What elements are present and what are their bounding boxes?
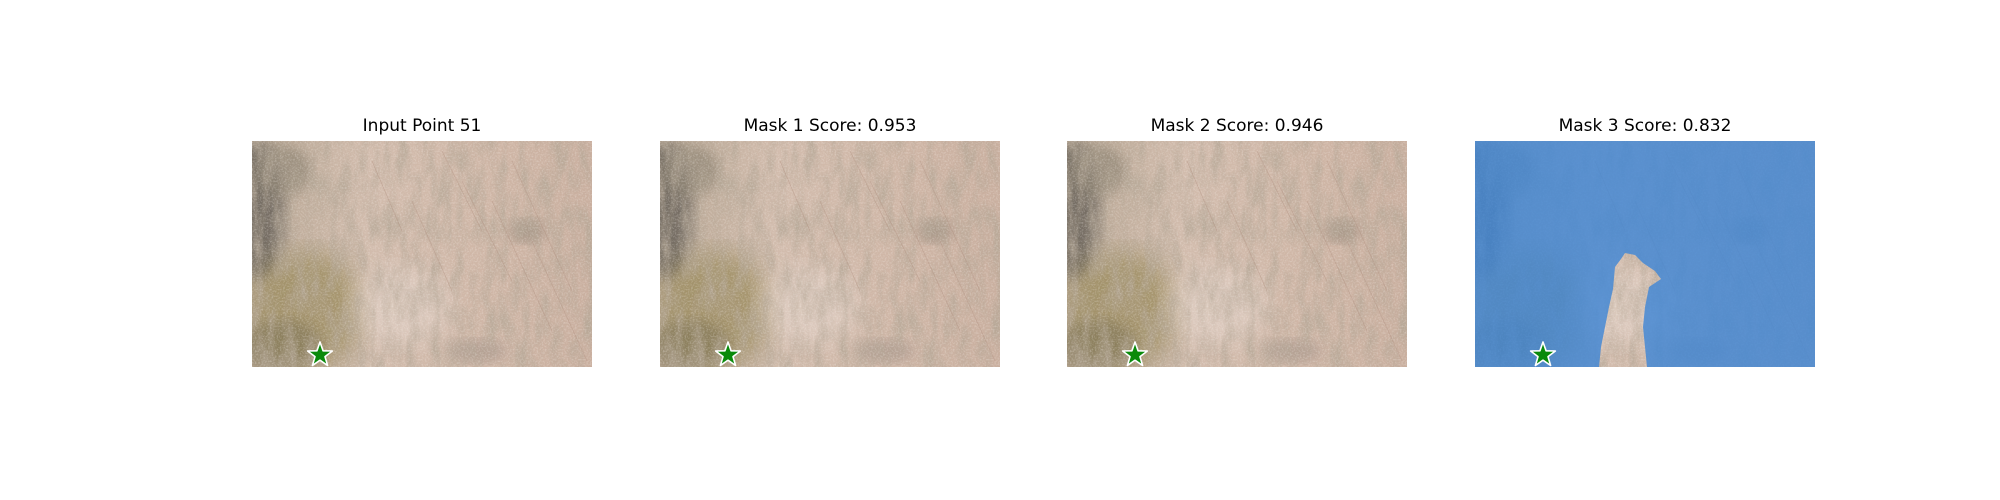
aerial-image <box>660 141 1000 367</box>
aerial-image <box>252 141 592 367</box>
panel-title: Mask 3 Score: 0.832 <box>1558 116 1732 136</box>
panel-title: Input Point 51 <box>362 116 482 136</box>
aerial-image <box>1475 141 1815 367</box>
panel-title: Mask 1 Score: 0.953 <box>743 116 917 136</box>
mask-overlay <box>1475 141 1815 367</box>
aerial-image <box>1067 141 1407 367</box>
panel-title: Mask 2 Score: 0.946 <box>1150 116 1324 136</box>
